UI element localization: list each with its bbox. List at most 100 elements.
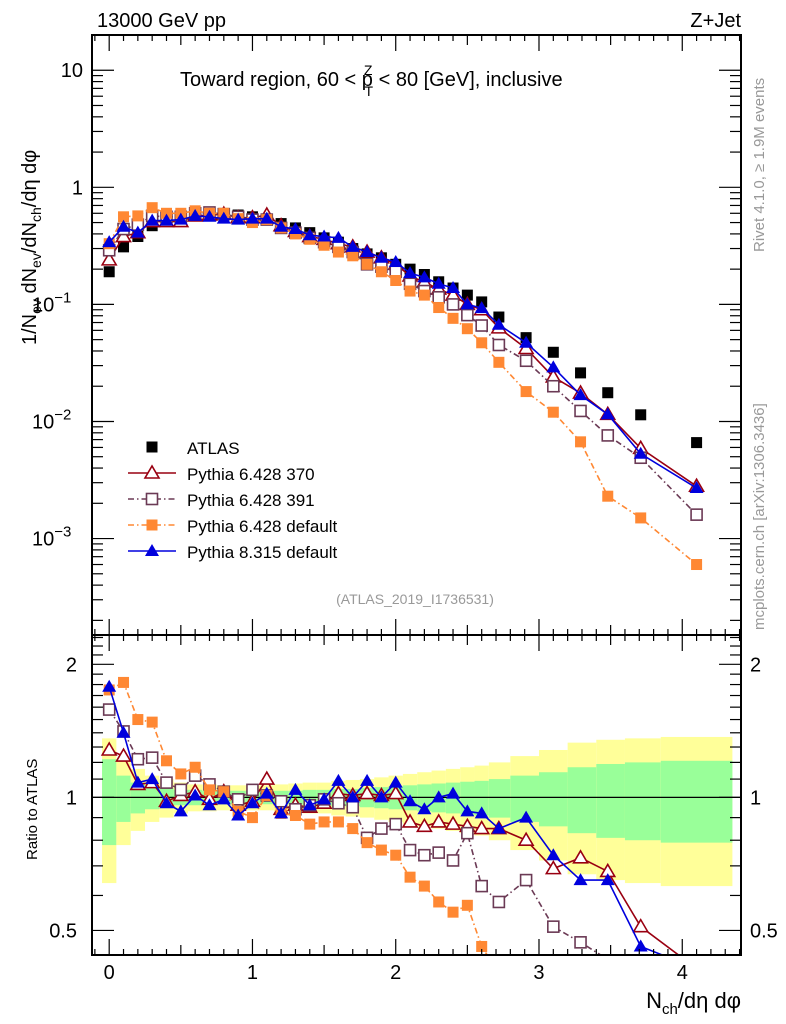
data-point-p8def	[130, 225, 145, 238]
data-point-p8def	[546, 360, 561, 373]
ratio-point-p8def	[474, 806, 489, 819]
data-point-p6def	[547, 406, 559, 418]
ratio-point-p8def	[302, 798, 317, 811]
beam-label: 13000 GeV pp	[97, 10, 226, 32]
ratio-y-axis-label: Ratio to ATLAS	[24, 759, 41, 860]
ratio-y-tick-label-left: 0.5	[49, 920, 77, 942]
data-point-p8def	[403, 266, 418, 279]
ratio-point-p391	[519, 873, 533, 887]
band-inner	[660, 760, 733, 843]
ratio-plot-frame	[91, 634, 742, 956]
mcplots-label: mcplots.cern.ch [arXiv:1306.3436]	[751, 403, 768, 630]
ratio-y-tick-label-right: 1	[750, 787, 761, 809]
legend-item-atlas: ATLAS	[146, 439, 240, 458]
ratio-point-p6def	[476, 940, 488, 952]
ratio-point-p391	[174, 783, 188, 797]
ratio-point-p391	[403, 843, 417, 857]
ratio-point-p6def	[347, 823, 359, 835]
ratio-point-p391	[145, 751, 159, 764]
data-point-p6def	[418, 289, 430, 301]
title-sub: T	[364, 83, 373, 99]
legend-label: ATLAS	[187, 439, 240, 458]
legend-label: Pythia 6.428 default	[187, 517, 338, 536]
ratio-point-p8def	[130, 775, 145, 788]
ratio-point-p391	[375, 822, 388, 835]
legend-marker-atlas	[146, 441, 158, 453]
legend: ATLAS Pythia 6.428 370 Pythia 6.428 391 Pyt…	[128, 439, 338, 562]
ratio-point-p8def	[403, 794, 418, 807]
tick-exponent: −1	[54, 289, 71, 306]
data-point-p6def	[146, 202, 158, 214]
data-point-p391	[690, 508, 703, 521]
data-point-p6def	[433, 302, 445, 314]
ratio-point-p8def	[116, 725, 131, 738]
data-point-p6def	[691, 559, 703, 571]
data-point-p8def	[519, 335, 534, 348]
data-point-p6def	[375, 266, 387, 278]
data-point-p6def	[332, 246, 344, 258]
tick-exponent: −3	[54, 524, 71, 541]
main-y-tick-label: 10	[61, 60, 83, 82]
ratio-point-p8def	[446, 786, 461, 799]
title-sup: Z	[364, 62, 373, 78]
series-line-p391	[108, 211, 698, 516]
ratio-point-p370	[115, 747, 132, 762]
data-point-p6def	[118, 211, 130, 223]
ratio-point-p6def	[304, 818, 316, 830]
data-point-p6def	[602, 490, 614, 502]
data-point-p6def	[404, 285, 416, 297]
data-point-p8def	[102, 235, 117, 248]
ratio-point-p391	[446, 854, 460, 867]
data-point-p6def	[318, 239, 330, 251]
x-tick-label: 2	[390, 962, 401, 984]
ratio-point-p370	[473, 820, 491, 835]
ratio-point-p391	[131, 752, 145, 766]
ratio-point-p391	[231, 793, 245, 806]
legend-item-p391: Pythia 6.428 391	[128, 491, 315, 510]
main-y-tick-label: 10−2	[32, 406, 71, 433]
analysis-label: (ATLAS_2019_I1736531)	[336, 591, 494, 607]
ratio-point-p8def	[145, 772, 160, 785]
ratio-y-tick-label-right: 2	[750, 654, 761, 676]
ratio-point-p370	[258, 770, 276, 785]
ratio-point-p370	[444, 815, 462, 830]
data-point-p8def	[274, 219, 289, 232]
ratio-point-p391	[461, 826, 474, 840]
data-point-p8def	[360, 245, 375, 258]
ratio-point-p8def	[331, 773, 346, 786]
data-point-p6def	[390, 274, 402, 286]
data-point-p391	[574, 404, 587, 418]
ratio-point-p8def	[374, 790, 389, 803]
ratio-point-p8def	[460, 804, 475, 817]
ratio-point-p370	[100, 741, 118, 756]
data-point-p6def	[575, 436, 587, 448]
ratio-point-p391	[332, 796, 345, 810]
ylabel-sub: ch	[28, 207, 44, 222]
data-point-p391	[461, 308, 474, 322]
legend-item-p6def: Pythia 6.428 default	[128, 517, 338, 536]
data-point-p391	[446, 298, 460, 311]
ratio-point-p391	[274, 794, 288, 808]
ratio-point-p8def	[173, 804, 188, 817]
band-inner	[488, 779, 511, 818]
data-point-p8def	[345, 239, 360, 252]
ratio-point-p391	[432, 846, 446, 859]
legend-marker-p8def	[145, 544, 159, 556]
ratio-point-p370	[430, 813, 448, 828]
ylabel-sub: ev	[28, 299, 44, 314]
ratio-point-p391	[492, 895, 506, 909]
ylabel-part: 1/N	[19, 314, 41, 345]
ratio-point-p8def	[633, 939, 648, 952]
legend-marker-p6def	[146, 519, 158, 531]
data-point-p8def	[216, 211, 231, 224]
ratio-point-p8def	[388, 775, 403, 788]
ratio-point-p370	[544, 860, 562, 875]
ratio-point-p6def	[404, 871, 416, 883]
data-point-p8def	[573, 388, 588, 401]
ratio-point-p391	[346, 800, 360, 814]
data-point-p8def	[259, 211, 274, 224]
ratio-point-p391	[389, 817, 403, 831]
series-line-p6def	[108, 206, 698, 566]
tick-base: 10	[61, 60, 83, 82]
